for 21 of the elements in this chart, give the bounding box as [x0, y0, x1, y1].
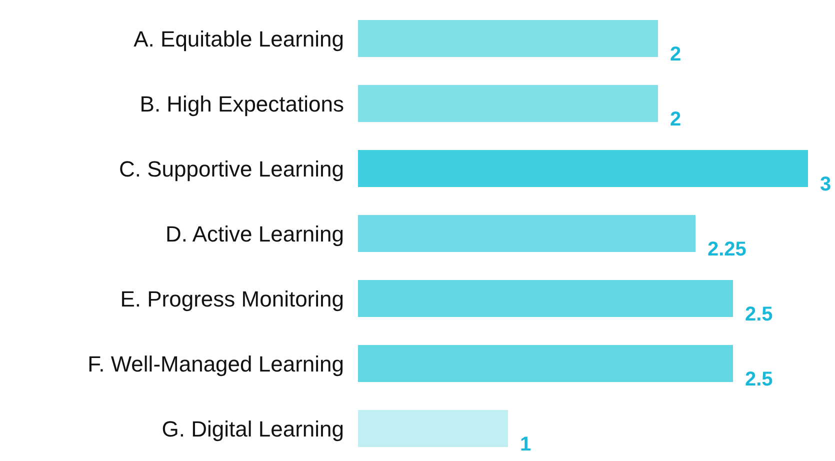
- y-tick-label: B. High Expectations: [140, 91, 344, 116]
- y-tick-label: A. Equitable Learning: [134, 26, 344, 52]
- y-tick-label: D. Active Learning: [165, 221, 344, 246]
- y-tick-label: C. Supportive Learning: [118, 156, 344, 182]
- bar: [358, 85, 658, 122]
- data-label: 2: [670, 108, 682, 130]
- bar: [358, 215, 696, 252]
- data-label: 3: [820, 173, 832, 196]
- bar: [358, 410, 508, 447]
- bar: [358, 280, 733, 317]
- y-tick-label: E. Progress Monitoring: [120, 286, 344, 312]
- data-label: 2.5: [745, 368, 773, 390]
- bar: [358, 345, 733, 382]
- data-label: 2: [670, 43, 682, 66]
- y-tick-label: G. Digital Learning: [162, 416, 344, 442]
- data-label: 1: [520, 433, 532, 456]
- data-label: 2.25: [708, 238, 746, 260]
- data-label: 2.5: [745, 303, 773, 326]
- bar: [358, 150, 808, 187]
- bar: [358, 20, 658, 57]
- y-tick-label: F. Well-Managed Learning: [88, 351, 344, 376]
